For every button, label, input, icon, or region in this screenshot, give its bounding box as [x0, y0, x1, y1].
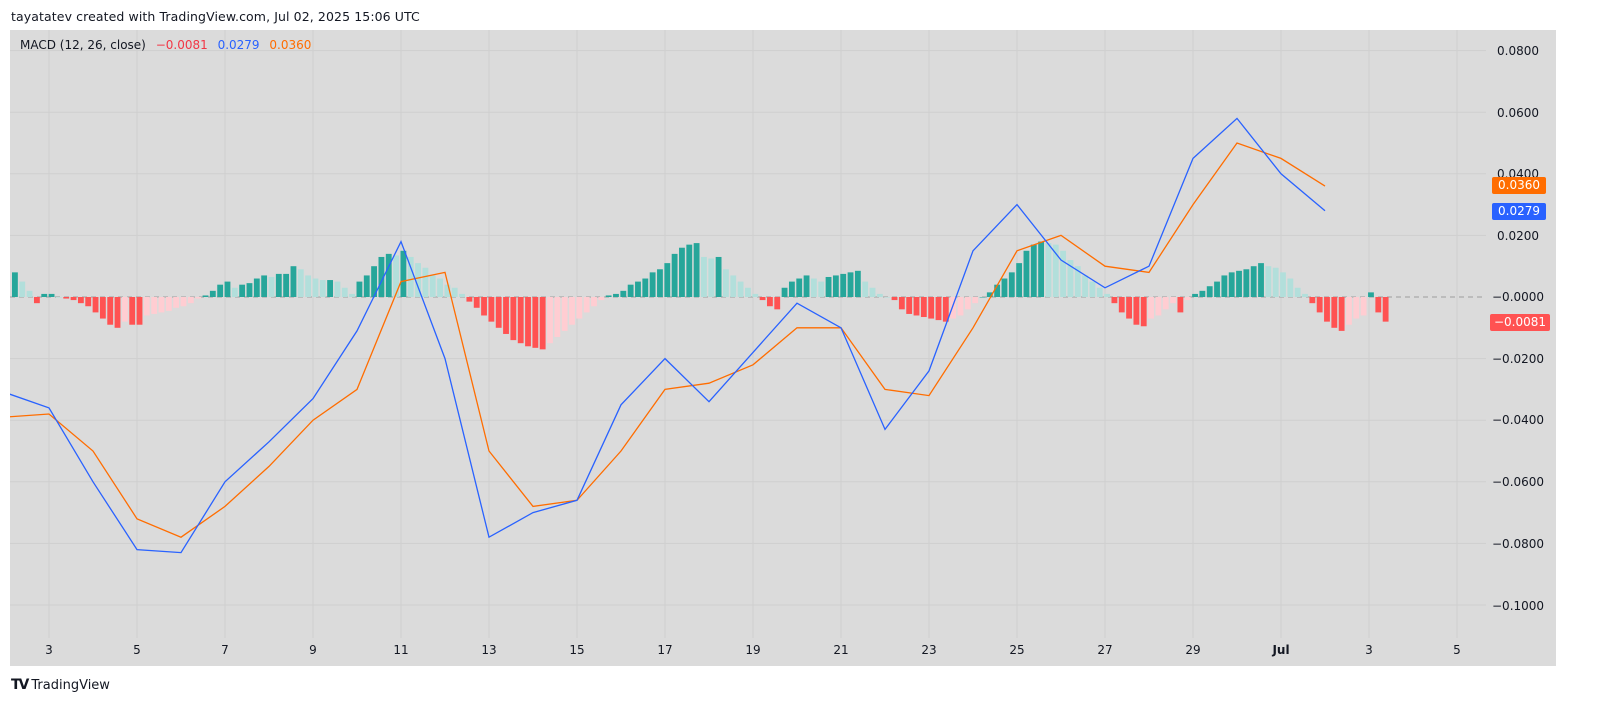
time-axis-label: 13 — [481, 643, 497, 657]
time-axis-label: 19 — [745, 643, 761, 657]
signal-value-badge: 0.0360 — [1492, 177, 1546, 194]
indicator-name: MACD (12, 26, close) — [20, 38, 146, 52]
time-axis-label: 3 — [45, 643, 53, 657]
macd-value-badge: 0.0279 — [1492, 203, 1546, 220]
tradingview-logo-icon: TV — [11, 677, 29, 693]
legend-histogram-value: −0.0081 — [155, 38, 208, 52]
legend-macd-value: 0.0279 — [217, 38, 260, 52]
signal-line — [10, 142, 1326, 538]
brand-name: TradingView — [31, 677, 110, 693]
price-axis-label: −0.0000 — [1492, 290, 1545, 304]
chart-caption: tayatatev created with TradingView.com, … — [11, 9, 420, 24]
macd-plot[interactable] — [10, 30, 1556, 666]
price-axis-label: −0.0400 — [1492, 413, 1545, 427]
price-axis-label: −0.1000 — [1492, 599, 1545, 613]
time-axis-label: 27 — [1097, 643, 1113, 657]
time-axis-label: 11 — [393, 643, 409, 657]
time-axis-label: 21 — [833, 643, 849, 657]
time-axis-label: 23 — [921, 643, 937, 657]
grid-lines — [10, 30, 1486, 638]
price-axis-label: −0.0800 — [1492, 537, 1545, 551]
price-axis-label: 0.0200 — [1497, 229, 1539, 243]
time-axis-label: 5 — [133, 643, 141, 657]
histogram-bars — [12, 241, 1389, 350]
footer: TV TradingView — [11, 677, 110, 693]
price-axis-label: 0.0600 — [1497, 106, 1539, 120]
chart-pane[interactable] — [10, 30, 1556, 666]
legend-signal-value: 0.0360 — [269, 38, 312, 52]
indicator-legend[interactable]: MACD (12, 26, close) −0.0081 0.0279 0.03… — [20, 38, 317, 52]
time-axis-label: 7 — [221, 643, 229, 657]
histogram-value-badge: −0.0081 — [1490, 314, 1550, 331]
time-axis-label: 17 — [657, 643, 673, 657]
time-axis-label: 25 — [1009, 643, 1025, 657]
time-axis-label: Jul — [1272, 643, 1290, 657]
macd-line — [10, 117, 1326, 554]
price-axis-label: −0.0600 — [1492, 475, 1545, 489]
time-axis-label: 29 — [1185, 643, 1201, 657]
time-axis-label: 15 — [569, 643, 585, 657]
time-axis-label: 3 — [1365, 643, 1373, 657]
time-axis-label: 9 — [309, 643, 317, 657]
time-axis-label: 5 — [1453, 643, 1461, 657]
price-axis-label: 0.0800 — [1497, 44, 1539, 58]
price-axis-label: −0.0200 — [1492, 352, 1545, 366]
